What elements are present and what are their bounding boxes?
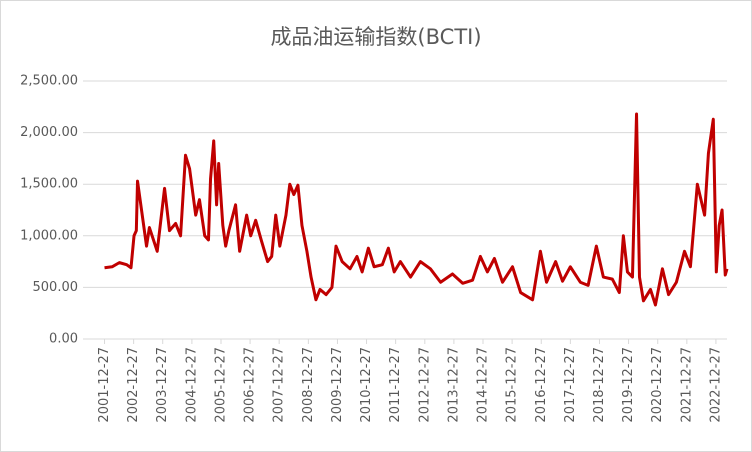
x-tick-label: 2005-12-27 [213, 347, 228, 423]
x-tick-label: 2013-12-27 [446, 347, 461, 423]
x-tick-label: 2015-12-27 [505, 347, 520, 423]
x-tick-label: 2009-12-27 [330, 347, 345, 423]
x-tick-label: 2006-12-27 [243, 347, 258, 423]
x-tick-label: 2020-12-27 [650, 347, 665, 423]
x-tick-label: 2003-12-27 [155, 347, 170, 423]
x-tick-label: 2011-12-27 [388, 347, 403, 423]
x-tick-label: 2001-12-27 [97, 347, 112, 423]
x-tick-label: 2016-12-27 [534, 347, 549, 423]
chart-title: 成品油运输指数(BCTI) [270, 25, 481, 49]
x-tick-label: 2014-12-27 [475, 347, 490, 423]
x-tick-label: 2017-12-27 [563, 347, 578, 423]
x-tick-label: 2004-12-27 [184, 347, 199, 423]
x-tick-label: 2018-12-27 [592, 347, 607, 423]
x-tick-label: 2022-12-27 [708, 347, 723, 423]
x-tick-label: 2007-12-27 [272, 347, 287, 423]
data-line [104, 112, 729, 307]
x-tick-label: 2019-12-27 [621, 347, 636, 423]
y-tick-label: 500.00 [33, 280, 79, 295]
y-tick-label: 2,500.00 [20, 74, 78, 89]
y-tick-label: 2,000.00 [20, 125, 78, 140]
x-tick-label: 2010-12-27 [359, 347, 374, 423]
y-tick-label: 0.00 [49, 332, 78, 347]
y-tick-label: 1,500.00 [20, 177, 78, 192]
x-tick-label: 2008-12-27 [301, 347, 316, 423]
y-tick-label: 1,000.00 [20, 228, 78, 243]
x-tick-label: 2002-12-27 [126, 347, 141, 423]
x-tick-label: 2021-12-27 [679, 347, 694, 423]
x-tick-label: 2012-12-27 [417, 347, 432, 423]
